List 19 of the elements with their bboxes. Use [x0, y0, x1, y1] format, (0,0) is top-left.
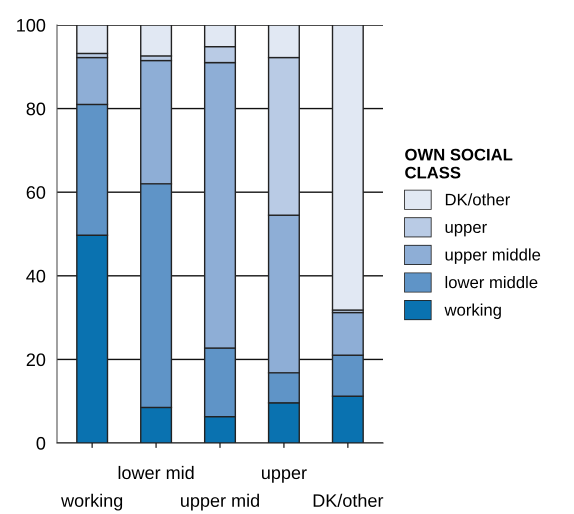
bar: [332, 25, 364, 311]
y-tick-label: 40: [26, 270, 46, 283]
bar: [140, 25, 172, 57]
bar: [76, 25, 108, 54]
y-tick-label: 60: [26, 186, 46, 199]
y-tick-label: 100: [17, 18, 46, 32]
legend-label: working: [444, 304, 501, 320]
legend-label: DK/other: [446, 193, 510, 206]
legend-label: upper middle: [446, 248, 540, 264]
legend-title: OWN SOCIAL CLASS: [405, 148, 512, 178]
x-tick-label: working: [61, 494, 122, 511]
y-tick-label: 80: [26, 102, 46, 116]
legend-label: lower middle: [446, 276, 538, 288]
x-tick-label: lower mid: [118, 466, 194, 480]
y-tick-label: 0: [36, 436, 46, 450]
x-tick-label: upper mid: [181, 494, 259, 511]
x-tick-label: DK/other: [314, 494, 384, 507]
y-tick-label: 20: [26, 353, 46, 366]
legend-label: upper: [446, 224, 487, 236]
